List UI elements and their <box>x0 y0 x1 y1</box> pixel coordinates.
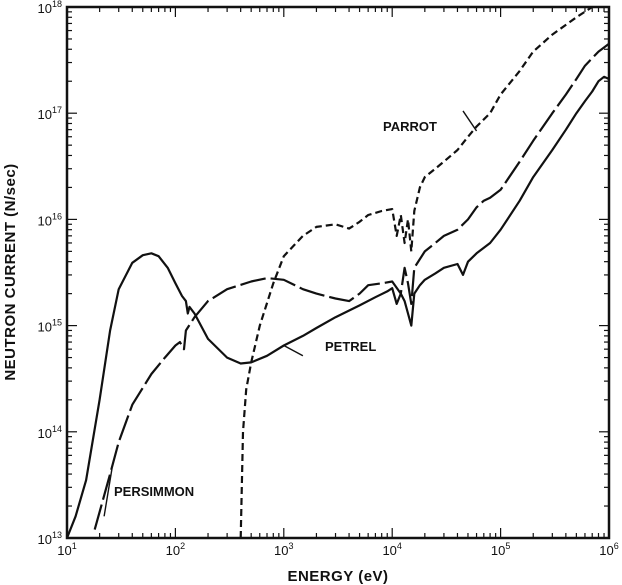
series-lines <box>65 6 610 539</box>
series-line-persimmon <box>93 42 610 530</box>
leader-parrot <box>462 110 478 132</box>
y-tick-label: 1014 <box>38 424 62 441</box>
x-tick-label: 103 <box>274 541 293 558</box>
annotation-leaders <box>103 110 478 517</box>
annotation-parrot: PARROT <box>383 119 437 134</box>
x-axis-label: ENERGY (eV) <box>287 568 388 585</box>
y-tick-label: 1015 <box>38 318 62 335</box>
x-tick-label: 101 <box>57 541 76 558</box>
leader-persimmon <box>103 468 113 517</box>
series-line-parrot <box>239 6 593 539</box>
y-axis-label: NEUTRON CURRENT (N/sec) <box>2 163 19 380</box>
x-tick-label: 104 <box>382 541 401 558</box>
y-tick-label: 1017 <box>38 105 62 122</box>
y-tick-label: 1016 <box>38 211 62 228</box>
leader-petrel <box>283 344 304 357</box>
plot-frame <box>65 5 611 540</box>
series-line-petrel <box>65 75 610 539</box>
y-tick-label: 1013 <box>38 530 62 547</box>
annotation-persimmon: PERSIMMON <box>114 484 194 499</box>
annotation-petrel: PETREL <box>325 339 376 354</box>
tick-labels: 101 102 103 104 105 106 1013 1014 1015 1016 1017 10… <box>38 0 619 558</box>
x-tick-label: 105 <box>491 541 510 558</box>
x-tick-label: 102 <box>166 541 185 558</box>
y-tick-label: 1018 <box>38 0 62 16</box>
tick-marks <box>66 7 609 539</box>
x-tick-label: 106 <box>599 541 618 558</box>
